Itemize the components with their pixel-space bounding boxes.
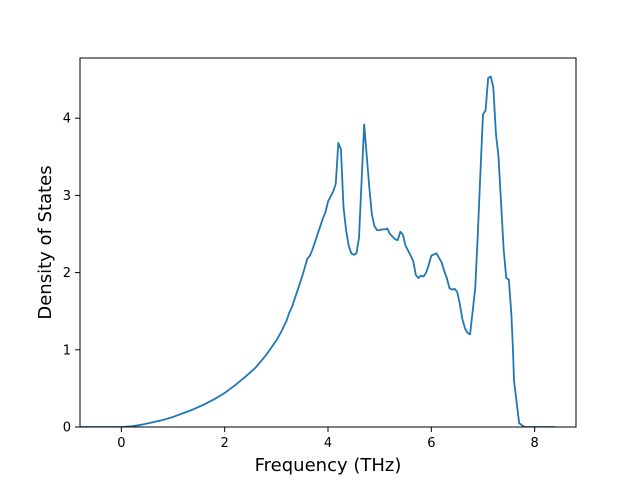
- y-tick-label: 3: [63, 189, 71, 204]
- y-axis-ticks: 0 1 2 3 4: [63, 112, 80, 436]
- x-tick-label: 4: [324, 436, 332, 451]
- x-axis-ticks: 0 2 4 6 8: [117, 427, 539, 451]
- x-tick-label: 0: [117, 436, 125, 451]
- y-tick-label: 2: [63, 266, 71, 281]
- x-axis-label: Frequency (THz): [255, 455, 402, 476]
- y-tick-label: 1: [63, 343, 71, 358]
- y-axis-label: Density of States: [35, 165, 56, 319]
- dos-series-line: [80, 75, 556, 427]
- y-tick-label: 0: [63, 421, 71, 436]
- plot-area: [80, 75, 556, 427]
- x-tick-label: 8: [531, 436, 539, 451]
- x-tick-label: 6: [427, 436, 435, 451]
- x-tick-label: 2: [221, 436, 229, 451]
- y-tick-label: 4: [63, 112, 71, 127]
